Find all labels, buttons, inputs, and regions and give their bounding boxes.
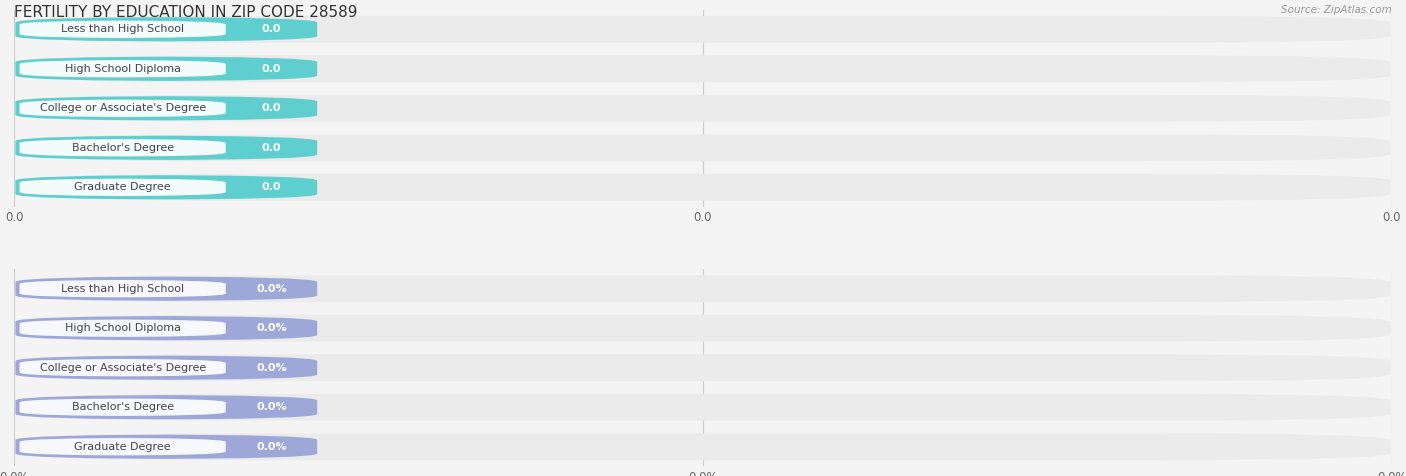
Text: Less than High School: Less than High School (60, 284, 184, 294)
FancyBboxPatch shape (20, 20, 226, 38)
Text: 0.0: 0.0 (262, 64, 281, 74)
FancyBboxPatch shape (20, 319, 226, 337)
Text: 0.0%: 0.0% (256, 402, 287, 412)
FancyBboxPatch shape (15, 96, 318, 120)
FancyBboxPatch shape (15, 175, 318, 199)
Text: 0.0%: 0.0% (256, 284, 287, 294)
Text: Source: ZipAtlas.com: Source: ZipAtlas.com (1281, 5, 1392, 15)
Text: Graduate Degree: Graduate Degree (75, 442, 172, 452)
FancyBboxPatch shape (20, 398, 226, 416)
Text: 0.0: 0.0 (262, 24, 281, 34)
Text: 0.0%: 0.0% (256, 363, 287, 373)
Text: College or Associate's Degree: College or Associate's Degree (39, 363, 205, 373)
FancyBboxPatch shape (15, 394, 1391, 421)
FancyBboxPatch shape (15, 395, 318, 419)
FancyBboxPatch shape (20, 280, 226, 298)
FancyBboxPatch shape (15, 316, 318, 340)
Text: 0.0: 0.0 (262, 103, 281, 113)
FancyBboxPatch shape (15, 17, 318, 41)
Text: Less than High School: Less than High School (60, 24, 184, 34)
FancyBboxPatch shape (15, 95, 1391, 122)
FancyBboxPatch shape (15, 57, 318, 81)
Text: 0.0: 0.0 (262, 143, 281, 153)
Text: 0.0%: 0.0% (256, 323, 287, 333)
FancyBboxPatch shape (15, 354, 1391, 381)
Text: Bachelor's Degree: Bachelor's Degree (72, 402, 174, 412)
Text: 0.0: 0.0 (262, 182, 281, 192)
FancyBboxPatch shape (15, 277, 318, 301)
FancyBboxPatch shape (15, 16, 1391, 43)
Text: Graduate Degree: Graduate Degree (75, 182, 172, 192)
FancyBboxPatch shape (15, 435, 318, 459)
FancyBboxPatch shape (20, 139, 226, 157)
FancyBboxPatch shape (20, 99, 226, 117)
FancyBboxPatch shape (20, 60, 226, 78)
FancyBboxPatch shape (15, 55, 1391, 82)
Text: 0.0%: 0.0% (256, 442, 287, 452)
FancyBboxPatch shape (15, 136, 318, 160)
FancyBboxPatch shape (20, 359, 226, 377)
Text: High School Diploma: High School Diploma (65, 64, 180, 74)
FancyBboxPatch shape (15, 356, 318, 380)
Text: Bachelor's Degree: Bachelor's Degree (72, 143, 174, 153)
FancyBboxPatch shape (15, 174, 1391, 201)
FancyBboxPatch shape (15, 315, 1391, 342)
FancyBboxPatch shape (15, 433, 1391, 460)
Text: FERTILITY BY EDUCATION IN ZIP CODE 28589: FERTILITY BY EDUCATION IN ZIP CODE 28589 (14, 5, 357, 20)
Text: High School Diploma: High School Diploma (65, 323, 180, 333)
Text: College or Associate's Degree: College or Associate's Degree (39, 103, 205, 113)
FancyBboxPatch shape (15, 275, 1391, 302)
FancyBboxPatch shape (15, 134, 1391, 161)
FancyBboxPatch shape (20, 438, 226, 456)
FancyBboxPatch shape (20, 178, 226, 196)
